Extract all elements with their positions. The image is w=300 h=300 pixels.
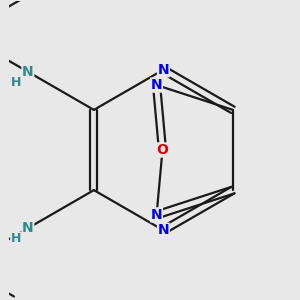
Text: N: N [22, 221, 34, 235]
Text: N: N [22, 65, 34, 79]
Text: O: O [157, 143, 168, 157]
Text: H: H [11, 232, 21, 245]
Text: N: N [151, 78, 162, 92]
Text: N: N [158, 223, 169, 237]
Text: H: H [11, 76, 21, 89]
Text: N: N [158, 63, 169, 77]
Text: N: N [151, 208, 162, 222]
